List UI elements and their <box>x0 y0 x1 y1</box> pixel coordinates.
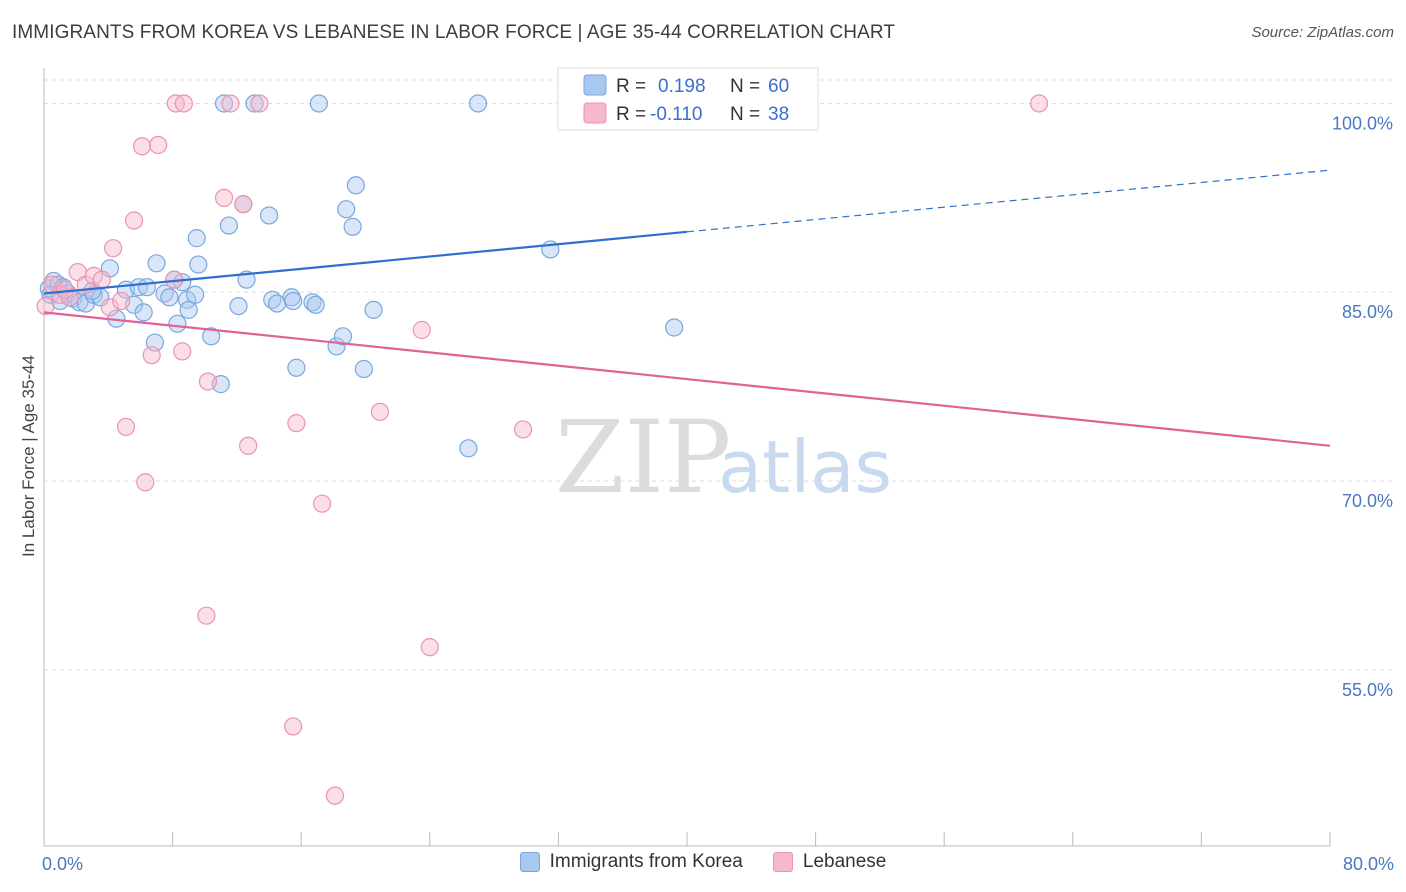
y-tick-label: 70.0% <box>1342 491 1393 511</box>
lebanese-point <box>142 346 161 365</box>
series-legend: Immigrants from Korea Lebanese <box>0 851 1406 873</box>
lebanese-point <box>325 786 345 805</box>
legend-item-lebanese: Lebanese <box>772 851 887 873</box>
korea-point <box>259 206 279 225</box>
legend-korea-r-value: 0.198 <box>658 76 706 97</box>
lebanese-point <box>112 291 131 311</box>
y-tick-label: 55.0% <box>1342 680 1393 700</box>
korea-trend-extension <box>686 169 1331 233</box>
lebanese-point <box>287 414 306 433</box>
lebanese-point <box>100 298 120 317</box>
korea-point <box>219 216 238 235</box>
legend-korea-r-label: R = <box>616 76 646 97</box>
lebanese-point <box>92 270 111 289</box>
korea-trend-line <box>43 230 688 295</box>
legend-lebanese-n-value: 38 <box>768 104 789 125</box>
korea-point <box>303 293 322 312</box>
lebanese-point <box>513 420 533 439</box>
lebanese-point <box>239 436 258 455</box>
korea-point <box>229 296 248 316</box>
legend-swatch-korea <box>583 74 607 96</box>
lebanese-point <box>149 135 168 155</box>
correlation-legend: R = 0.198 N = 60 R = -0.110 N = 38 <box>557 67 819 131</box>
korea-point <box>306 295 325 314</box>
korea-point <box>179 300 198 319</box>
korea-point <box>186 285 205 304</box>
lebanese-point <box>370 402 390 421</box>
korea-point <box>187 229 206 248</box>
korea-point <box>309 94 328 113</box>
legend-item-korea: Immigrants from Korea <box>519 851 743 873</box>
korea-point <box>337 200 356 219</box>
korea-point <box>168 314 187 333</box>
korea-point <box>333 327 353 346</box>
korea-point <box>134 303 153 322</box>
legend-label-korea: Immigrants from Korea <box>549 851 743 872</box>
lebanese-point <box>197 606 216 625</box>
y-axis-label: In Labor Force | Age 35-44 <box>19 355 38 557</box>
grid-layer <box>44 79 1392 671</box>
korea-point <box>245 94 264 113</box>
legend-lebanese-r-label: R = <box>616 104 646 125</box>
lebanese-point <box>221 94 240 113</box>
legend-korea-n-label: N = <box>730 76 760 97</box>
korea-point <box>354 359 373 379</box>
watermark-zip: ZIP <box>555 399 731 516</box>
lebanese-point <box>136 473 155 492</box>
lebanese-point <box>132 137 152 156</box>
korea-point <box>468 94 488 113</box>
korea-point <box>202 327 221 346</box>
lebanese-point <box>174 94 193 113</box>
lebanese-trend-line <box>43 311 1331 447</box>
korea-point <box>346 176 365 195</box>
legend-swatch-korea-bottom <box>519 852 540 872</box>
legend-lebanese-n-label: N = <box>730 104 760 125</box>
korea-point <box>137 278 156 297</box>
korea-point <box>459 439 478 458</box>
watermark: ZIP atlas <box>555 399 892 516</box>
axis-layer: 100.0% 85.0% 70.0% 55.0% 0.0% 80.0% <box>42 68 1394 874</box>
lebanese-point <box>234 195 253 214</box>
lebanese-point <box>36 296 55 316</box>
chart-title: IMMIGRANTS FROM KOREA VS LEBANESE IN LAB… <box>12 22 896 43</box>
lebanese-point <box>214 188 234 207</box>
y-tick-label: 85.0% <box>1342 302 1393 322</box>
lebanese-point <box>124 211 144 230</box>
lebanese-point <box>116 417 136 437</box>
watermark-atlas: atlas <box>718 425 892 509</box>
korea-point <box>284 291 303 311</box>
korea-point <box>160 288 179 307</box>
lebanese-point <box>104 239 123 258</box>
legend-label-lebanese: Lebanese <box>802 851 887 872</box>
legend-swatch-lebanese-bottom <box>772 852 793 872</box>
x-tick-label: 80.0% <box>1343 854 1394 874</box>
legend-korea-n-value: 60 <box>768 76 789 97</box>
lebanese-point <box>312 494 332 513</box>
trend-layer <box>43 169 1331 447</box>
x-tick-label: 0.0% <box>42 854 83 874</box>
korea-point <box>189 255 208 274</box>
korea-point <box>343 217 362 236</box>
lebanese-point <box>250 94 269 113</box>
legend-swatch-lebanese <box>583 102 607 124</box>
points-layer <box>36 94 1049 805</box>
korea-point <box>147 254 166 273</box>
korea-point <box>665 318 684 337</box>
korea-point <box>287 358 306 377</box>
lebanese-point <box>412 320 431 340</box>
chart-source: Source: ZipAtlas.com <box>1251 24 1394 41</box>
lebanese-point <box>284 717 303 736</box>
lebanese-point <box>1029 94 1049 113</box>
lebanese-point <box>173 342 192 361</box>
korea-point <box>70 293 89 312</box>
korea-point <box>364 300 383 319</box>
lebanese-point <box>198 372 218 391</box>
korea-point <box>214 94 234 113</box>
lebanese-point <box>420 638 439 657</box>
lebanese-point <box>55 280 74 299</box>
y-tick-label: 100.0% <box>1332 113 1393 133</box>
legend-lebanese-r-value: -0.110 <box>650 104 702 125</box>
